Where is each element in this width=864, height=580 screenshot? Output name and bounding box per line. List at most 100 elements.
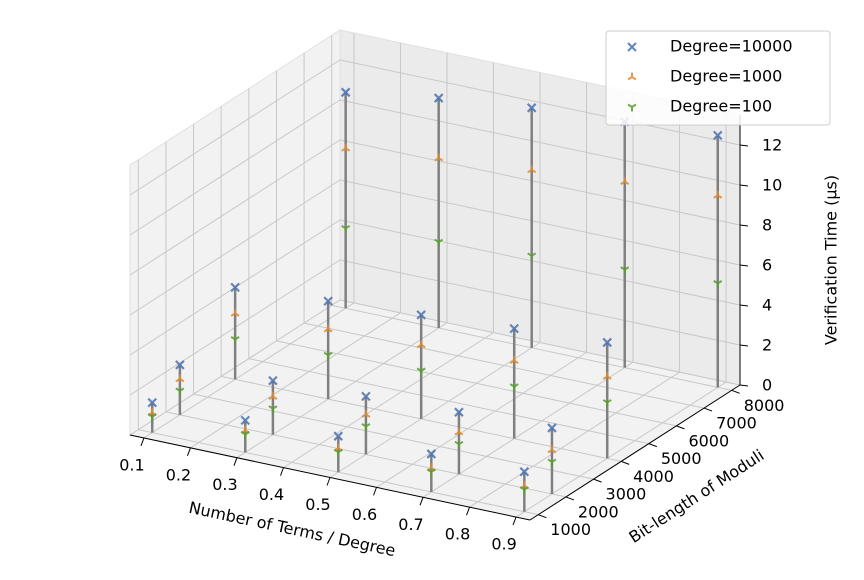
- tick-mark: [280, 467, 284, 476]
- grid-line: [283, 332, 494, 469]
- grid-line: [129, 99, 341, 236]
- marker-shape: [268, 392, 278, 400]
- marker: [713, 280, 723, 288]
- marker: [147, 413, 157, 422]
- legend-label: Degree=1000: [670, 67, 782, 86]
- marker-shape: [627, 72, 637, 81]
- tick-mark: [648, 443, 657, 448]
- marker: [416, 367, 426, 376]
- grid-line: [515, 381, 727, 518]
- marker-shape: [509, 383, 519, 392]
- marker-shape: [240, 415, 251, 426]
- marker: [620, 177, 630, 185]
- marker-shape: [602, 399, 612, 407]
- marker-shape: [434, 238, 444, 247]
- marker: [602, 399, 612, 407]
- marker: [602, 337, 613, 348]
- marker: [230, 335, 240, 344]
- marker-shape: [547, 458, 557, 467]
- marker-shape: [240, 431, 250, 439]
- marker: [175, 374, 185, 383]
- marker: [340, 87, 351, 98]
- marker-shape: [620, 177, 630, 185]
- tick-mark: [731, 389, 740, 394]
- marker: [620, 266, 630, 275]
- marker-shape: [333, 448, 343, 457]
- marker-shape: [230, 308, 240, 317]
- grid-line: [143, 302, 355, 439]
- marker-shape: [416, 340, 426, 349]
- marker: [230, 282, 240, 293]
- tick-mark: [538, 514, 547, 519]
- marker: [519, 466, 530, 477]
- marker: [323, 324, 333, 333]
- tick-mark: [739, 304, 749, 307]
- marker: [230, 308, 240, 317]
- grid-line: [339, 99, 741, 186]
- marker: [268, 375, 278, 386]
- marker-shape: [323, 324, 333, 333]
- marker-shape: [519, 466, 530, 477]
- tick-mark: [739, 264, 749, 267]
- marker-shape: [712, 130, 723, 141]
- grid-line: [276, 340, 677, 427]
- grid-line: [339, 179, 741, 266]
- marker-shape: [526, 103, 537, 113]
- marker-shape: [268, 405, 278, 414]
- grid-line: [129, 179, 341, 316]
- marker-shape: [230, 335, 240, 344]
- marker-shape: [175, 387, 185, 396]
- marker-shape: [713, 280, 723, 288]
- axis-line: [129, 434, 531, 521]
- grid-line: [129, 59, 341, 196]
- grid-line: [376, 351, 587, 488]
- tick-mark: [593, 478, 602, 483]
- marker: [509, 356, 519, 364]
- marker-shape: [620, 266, 630, 275]
- marker: [602, 371, 612, 380]
- x-tick-label: 0.1: [119, 455, 144, 474]
- tick-mark: [739, 344, 749, 347]
- marker-shape: [454, 407, 464, 417]
- grid-line: [422, 361, 634, 498]
- marker-shape: [341, 224, 351, 233]
- tick-mark: [326, 477, 331, 486]
- z-tick-label: 6: [762, 256, 772, 275]
- marker-shape: [527, 165, 537, 174]
- marker-shape: [416, 367, 426, 376]
- marker-shape: [361, 391, 371, 402]
- marker: [627, 42, 637, 52]
- x-tick-label: 0.5: [305, 495, 330, 514]
- marker-shape: [547, 445, 557, 454]
- marker-shape: [602, 371, 612, 380]
- marker-shape: [333, 431, 344, 441]
- marker: [454, 427, 464, 436]
- x-tick-label: 0.7: [398, 515, 423, 534]
- y-tick-label: 8000: [744, 396, 785, 415]
- marker-shape: [509, 323, 519, 334]
- tick-mark: [565, 496, 575, 501]
- marker: [323, 296, 333, 306]
- marker-shape: [509, 356, 519, 364]
- marker-shape: [547, 423, 557, 433]
- marker: [361, 391, 371, 402]
- marker-shape: [361, 409, 371, 418]
- tick-mark: [703, 407, 713, 412]
- marker: [454, 440, 464, 449]
- y-tick-label: 6000: [688, 431, 729, 450]
- marker: [268, 392, 278, 400]
- marker-shape: [341, 143, 351, 152]
- marker: [361, 423, 371, 431]
- marker-shape: [268, 375, 278, 386]
- marker-shape: [175, 374, 185, 383]
- x-tick-label: 0.4: [259, 485, 284, 504]
- tick-mark: [419, 497, 424, 506]
- grid-line: [339, 259, 741, 346]
- grid-line: [236, 322, 448, 459]
- grid-line: [138, 429, 539, 516]
- marker-shape: [627, 103, 637, 112]
- grid-line: [190, 312, 401, 449]
- marker: [268, 405, 278, 414]
- grid-line: [339, 219, 741, 306]
- marker: [627, 103, 637, 112]
